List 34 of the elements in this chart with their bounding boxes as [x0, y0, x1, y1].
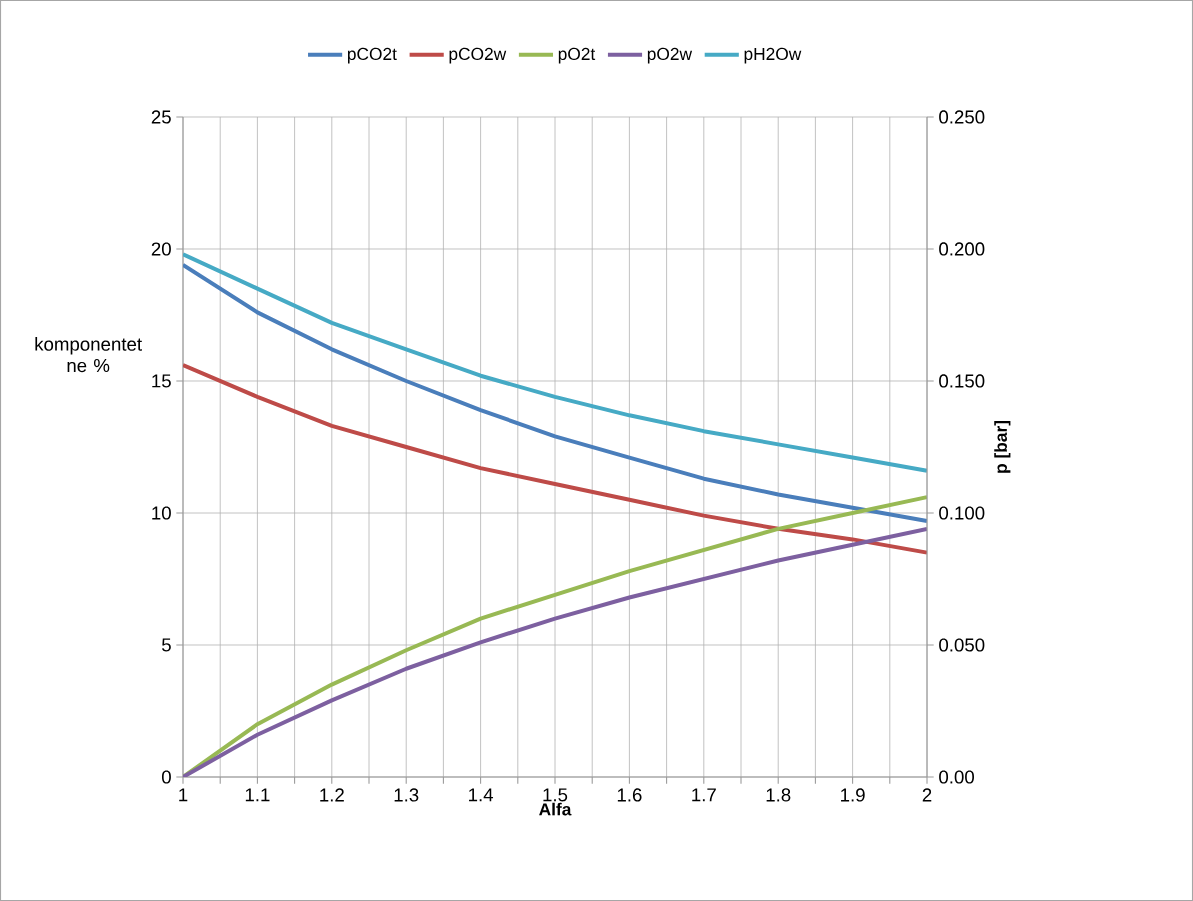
legend-label: pH2Ow — [744, 47, 802, 64]
y-axis-title: komponentet ne % — [35, 337, 142, 373]
x-tick-label: 1.9 — [841, 788, 865, 802]
x-tick-label: 1.6 — [617, 788, 642, 802]
y-tick-label: 0 — [161, 770, 171, 784]
x-axis-title: Alfa — [539, 802, 572, 816]
line-series — [183, 363, 928, 555]
legend-label: pO2w — [647, 47, 693, 64]
y2-tick-label: 0.200 — [939, 242, 985, 256]
x-tick-label: 1.8 — [766, 788, 791, 802]
x-tick-label: 1.2 — [320, 788, 344, 802]
x-tick-label: 1.5 — [543, 788, 568, 802]
y2-tick-label: 0.050 — [939, 638, 985, 652]
legend-label: pCO2w — [449, 47, 507, 64]
y2-tick-label: 0.250 — [939, 110, 985, 124]
y-tick-label: 10 — [152, 506, 171, 520]
y-tick-label: 25 — [151, 110, 171, 124]
legend-label: pO2t — [558, 47, 596, 64]
y-tick-label: 5 — [161, 638, 171, 652]
x-tick-label: 1.7 — [692, 788, 716, 802]
x-tick-label: 2 — [922, 788, 932, 802]
x-tick-label: 1 — [179, 788, 188, 802]
y2-tick-label: 0.100 — [939, 506, 985, 520]
x-tick-label: 1.1 — [245, 788, 270, 802]
y2-tick-label: 0.150 — [939, 374, 985, 388]
y2-axis-title: p [bar] — [994, 421, 1011, 473]
legend-label: pCO2t — [347, 47, 397, 64]
x-tick-label: 1.3 — [394, 788, 419, 802]
x-tick-label: 1.4 — [469, 788, 494, 802]
y2-tick-label: 0.00 — [939, 770, 974, 784]
line-series — [183, 262, 928, 523]
y-tick-label: 20 — [151, 242, 171, 256]
y-tick-label: 15 — [152, 374, 171, 388]
line-series — [183, 252, 928, 473]
